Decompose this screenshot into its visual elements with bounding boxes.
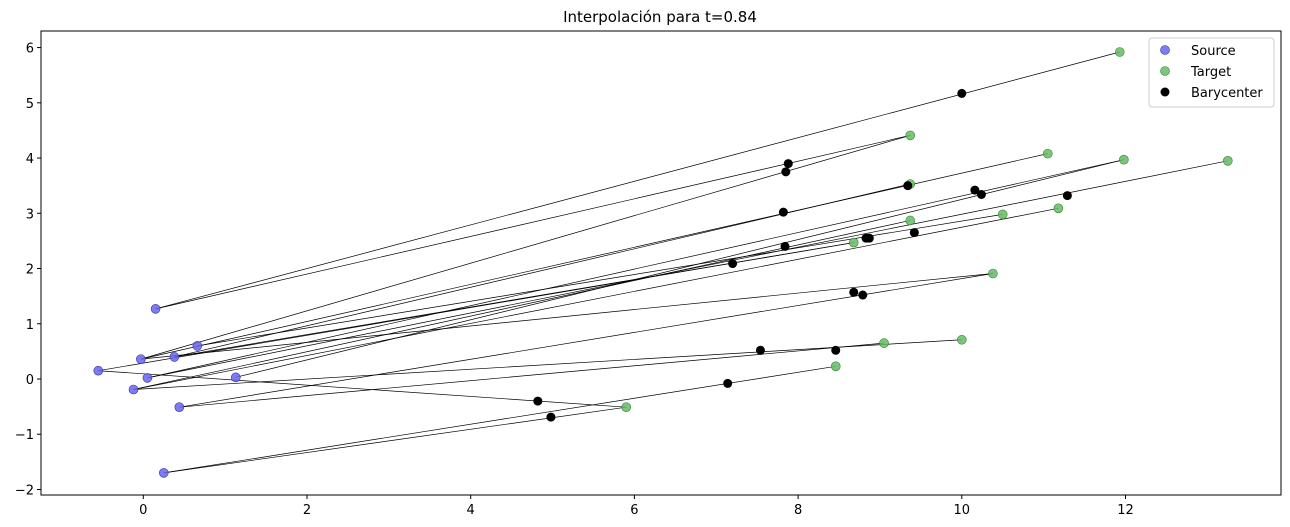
x-tick-label: 12 bbox=[1117, 503, 1134, 518]
barycenter-point bbox=[778, 207, 788, 217]
pair-line bbox=[197, 214, 1003, 347]
x-tick-label: 10 bbox=[954, 503, 971, 518]
barycenter-point bbox=[533, 396, 543, 406]
y-tick-label: 4 bbox=[26, 152, 34, 167]
legend-box bbox=[1148, 37, 1275, 108]
barycenter-point bbox=[831, 345, 841, 355]
target-point bbox=[1053, 203, 1064, 214]
pair-line bbox=[155, 135, 911, 310]
pair-line bbox=[235, 159, 1124, 378]
barycenter-point bbox=[903, 181, 913, 191]
x-tick-label: 8 bbox=[794, 503, 802, 518]
target-point bbox=[848, 237, 859, 248]
target-point bbox=[1042, 148, 1053, 159]
target-point bbox=[1119, 154, 1129, 165]
x-tick-label: 2 bbox=[303, 503, 311, 518]
target-point bbox=[997, 209, 1008, 220]
barycenter-point bbox=[1062, 191, 1072, 201]
x-tick-label: 4 bbox=[467, 503, 475, 518]
pair-line bbox=[133, 220, 911, 390]
plot-frame bbox=[40, 30, 1282, 496]
pair-line bbox=[133, 207, 1059, 390]
pair-line bbox=[140, 273, 993, 360]
barycenter-point bbox=[976, 190, 986, 200]
barycenter-point bbox=[849, 287, 859, 297]
y-tick-label: 3 bbox=[26, 207, 34, 222]
y-tick-label: 5 bbox=[26, 97, 34, 112]
pair-line bbox=[163, 406, 627, 474]
barycenter-point bbox=[783, 159, 793, 169]
source-point bbox=[169, 352, 180, 362]
data-points bbox=[93, 47, 1233, 478]
target-point bbox=[1114, 47, 1125, 57]
barycenter-point bbox=[957, 88, 967, 98]
target-point bbox=[830, 361, 841, 372]
target-point bbox=[905, 130, 916, 141]
source-point bbox=[136, 354, 146, 364]
source-point bbox=[93, 365, 104, 376]
pair-line bbox=[174, 183, 911, 358]
pair-line bbox=[155, 51, 1120, 310]
barycenter-point bbox=[864, 233, 874, 243]
y-tick-label: 2 bbox=[26, 263, 34, 278]
barycenter-point bbox=[909, 228, 919, 238]
pair-lines bbox=[98, 51, 1228, 474]
barycenter-point bbox=[780, 241, 790, 251]
pair-line bbox=[140, 153, 1048, 360]
pair-line bbox=[179, 342, 885, 408]
source-point bbox=[128, 384, 139, 395]
barycenter-point bbox=[723, 378, 733, 388]
y-tick-label: 6 bbox=[26, 42, 34, 57]
barycenter-point bbox=[970, 185, 980, 195]
source-point bbox=[150, 304, 161, 314]
target-point bbox=[879, 338, 889, 348]
barycenter-point bbox=[755, 345, 765, 355]
source-point bbox=[142, 373, 153, 383]
x-axis-ticks: 0 2 4 6 8 10 12 bbox=[139, 495, 1134, 518]
target-point bbox=[956, 334, 967, 345]
barycenter-point bbox=[781, 167, 791, 177]
target-point bbox=[905, 215, 916, 226]
legend-label-source: Source bbox=[1191, 44, 1236, 59]
target-point bbox=[1222, 156, 1233, 166]
legend-label-target: Target bbox=[1190, 65, 1231, 80]
source-point bbox=[230, 372, 241, 383]
barycenter-point bbox=[728, 259, 738, 269]
target-point bbox=[988, 268, 998, 279]
source-point bbox=[158, 468, 169, 478]
legend-marker-barycenter bbox=[1160, 87, 1170, 97]
legend-marker-source bbox=[1160, 45, 1170, 55]
y-tick-label: 1 bbox=[26, 318, 34, 333]
pair-line bbox=[147, 159, 1124, 379]
source-point bbox=[174, 402, 185, 412]
barycenter-point bbox=[546, 412, 556, 422]
chart-title: Interpolación para t=0.84 bbox=[563, 8, 757, 26]
legend-marker-target bbox=[1160, 66, 1170, 76]
y-tick-label: 0 bbox=[26, 373, 34, 388]
legend: Source Target Barycenter bbox=[1148, 37, 1275, 108]
x-tick-label: 0 bbox=[139, 503, 147, 518]
legend-label-barycenter: Barycenter bbox=[1191, 86, 1263, 101]
source-point bbox=[192, 341, 203, 351]
pair-line bbox=[98, 370, 627, 408]
pair-line bbox=[147, 160, 1228, 379]
pair-line bbox=[174, 242, 854, 358]
y-axis-ticks: −2 −1 0 1 2 3 4 5 6 bbox=[15, 42, 41, 498]
pair-line bbox=[140, 135, 911, 360]
pair-line bbox=[133, 339, 962, 390]
barycenter-point bbox=[858, 290, 868, 300]
x-tick-label: 6 bbox=[630, 503, 638, 518]
target-point bbox=[621, 402, 632, 412]
y-tick-label: −2 bbox=[15, 483, 34, 498]
pair-line bbox=[179, 273, 993, 408]
y-tick-label: −1 bbox=[15, 428, 34, 443]
